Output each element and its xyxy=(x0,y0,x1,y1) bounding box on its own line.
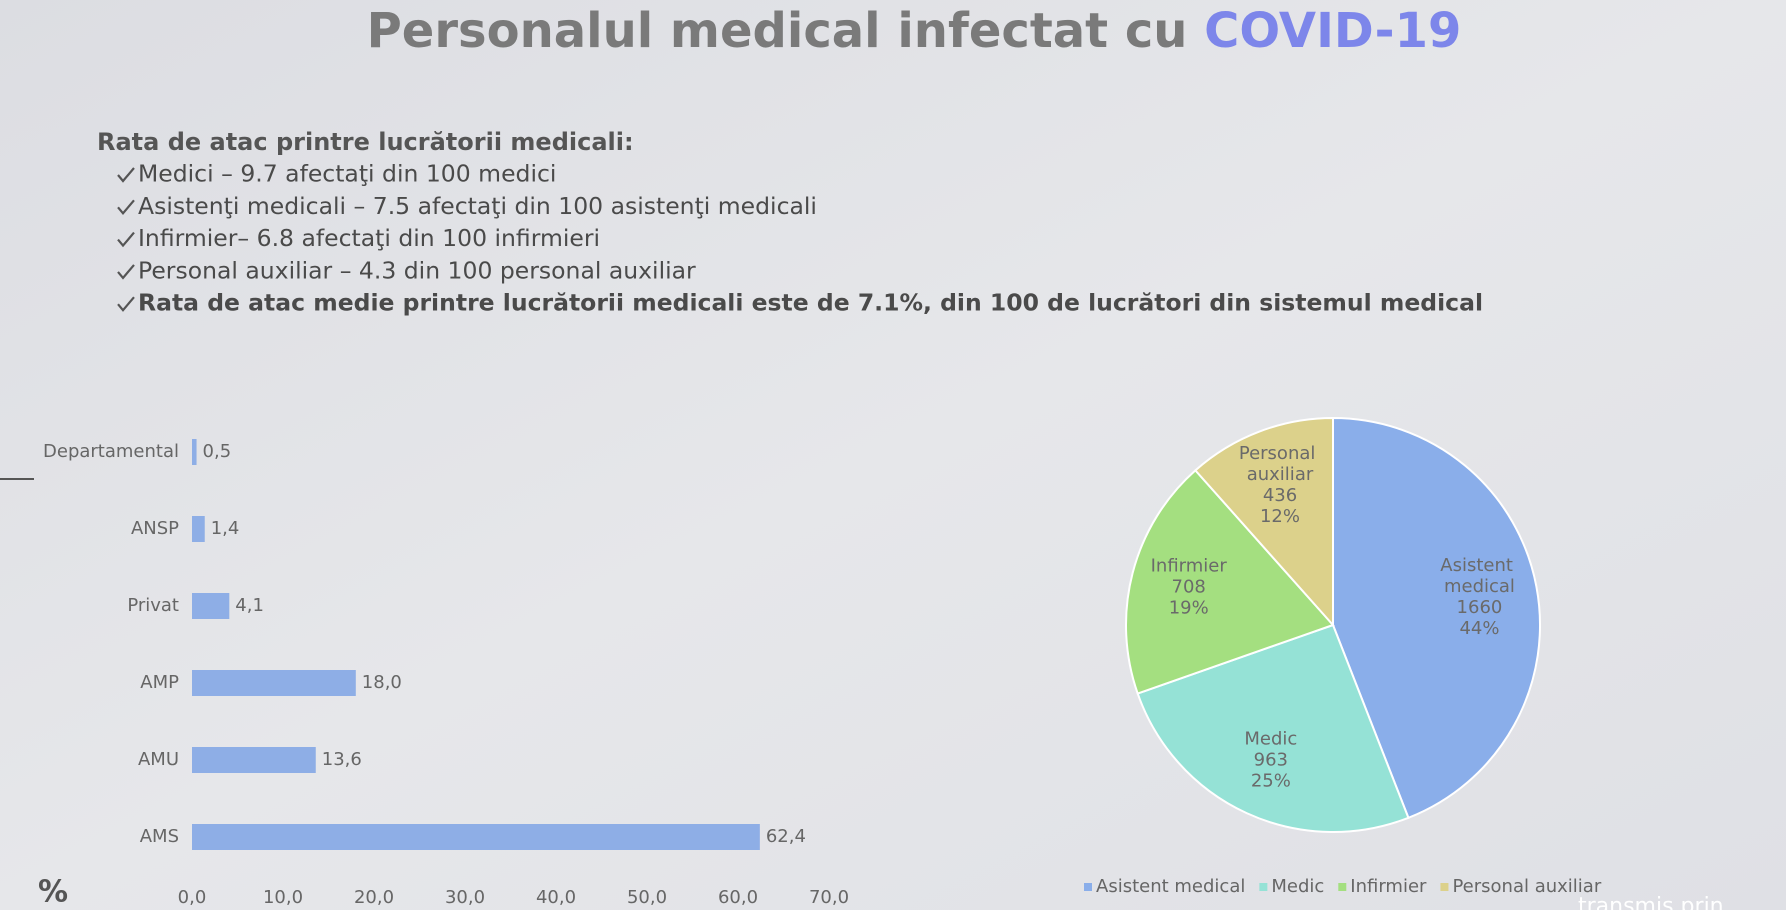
bullet-text: Infirmier– 6.8 afectaţi din 100 infirmie… xyxy=(138,224,600,252)
x-tick-label: 10,0 xyxy=(263,887,303,908)
y-tick-label: AMU xyxy=(138,749,179,770)
check-icon xyxy=(117,199,135,216)
bullet-text: Asistenţi medicali – 7.5 afectaţi din 10… xyxy=(138,192,817,220)
legend-label: Infirmier xyxy=(1350,876,1427,897)
slide-title: Personalul medical infectat cu COVID-19 xyxy=(367,3,1462,59)
legend-label: Personal auxiliar xyxy=(1452,876,1601,897)
y-tick-label: ANSP xyxy=(131,518,179,539)
x-tick-label: 50,0 xyxy=(627,887,667,908)
legend-label: Medic xyxy=(1271,876,1324,897)
legend-swatch xyxy=(1084,883,1092,891)
bar xyxy=(192,824,760,850)
check-icon xyxy=(117,167,135,183)
pie-slice xyxy=(1136,623,1410,833)
slice-value: 708 xyxy=(1172,577,1206,598)
watermark: transmis prin xyxy=(1578,894,1724,910)
x-tick-label: 20,0 xyxy=(354,887,394,908)
slice-value: 436 xyxy=(1263,485,1297,506)
value-label: 4,1 xyxy=(235,595,264,616)
y-tick-label: Departamental xyxy=(43,441,179,462)
title-text: Personalul medical infectat cu xyxy=(367,3,1188,59)
title-highlight: COVID-19 xyxy=(1204,3,1461,59)
check-icon xyxy=(117,264,135,280)
slice-percent: 12% xyxy=(1260,506,1300,527)
slice-category: Asistent medical xyxy=(1440,555,1518,597)
slice-percent: 44% xyxy=(1459,618,1499,639)
x-axis-label: % xyxy=(38,875,68,910)
bullet-text: Medici – 9.7 afectaţi din 100 medici xyxy=(138,160,556,188)
bar xyxy=(192,747,316,773)
x-tick-label: 0,0 xyxy=(178,887,207,908)
y-tick-label: AMS xyxy=(140,826,179,847)
value-label: 62,4 xyxy=(766,826,806,847)
bar xyxy=(192,593,230,619)
slice-value: 963 xyxy=(1254,749,1288,770)
check-icon xyxy=(117,231,135,248)
value-label: 18,0 xyxy=(362,672,402,693)
check-icon xyxy=(117,296,135,312)
bar xyxy=(192,670,356,696)
x-tick-label: 60,0 xyxy=(718,887,758,908)
bar xyxy=(192,516,205,542)
slice-percent: 19% xyxy=(1169,598,1209,619)
pie-slice xyxy=(1193,416,1334,628)
pie-slice xyxy=(1332,416,1541,820)
slice-category: Medic xyxy=(1244,728,1297,749)
legend-label: Asistent medical xyxy=(1096,876,1245,897)
x-tick-label: 30,0 xyxy=(445,887,485,908)
slice-percent: 25% xyxy=(1251,770,1291,791)
value-label: 1,4 xyxy=(211,518,240,539)
legend-swatch xyxy=(1440,883,1449,891)
slice-category: Personal auxiliar xyxy=(1239,443,1321,485)
bullet-text: Rata de atac medie printre lucrătorii me… xyxy=(138,289,1483,317)
legend-swatch xyxy=(1338,883,1347,891)
value-label: 13,6 xyxy=(322,749,362,770)
slice-value: 1660 xyxy=(1457,597,1503,618)
bar xyxy=(192,439,197,465)
y-tick-label: Privat xyxy=(127,595,179,616)
slice-category: Infirmier xyxy=(1151,556,1228,577)
pie-slice xyxy=(1125,468,1335,695)
y-tick-label: AMP xyxy=(140,672,179,693)
legend-swatch xyxy=(1259,883,1268,891)
bullet-text: Personal auxiliar – 4.3 din 100 personal… xyxy=(138,256,696,284)
value-label: 0,5 xyxy=(203,441,232,462)
subheading: Rata de atac printre lucrătorii medicali… xyxy=(97,128,634,156)
x-tick-label: 70,0 xyxy=(809,887,849,908)
bullet-list: Medici – 9.7 afectaţi din 100 medici Asis… xyxy=(117,160,1483,317)
x-tick-label: 40,0 xyxy=(536,887,576,908)
